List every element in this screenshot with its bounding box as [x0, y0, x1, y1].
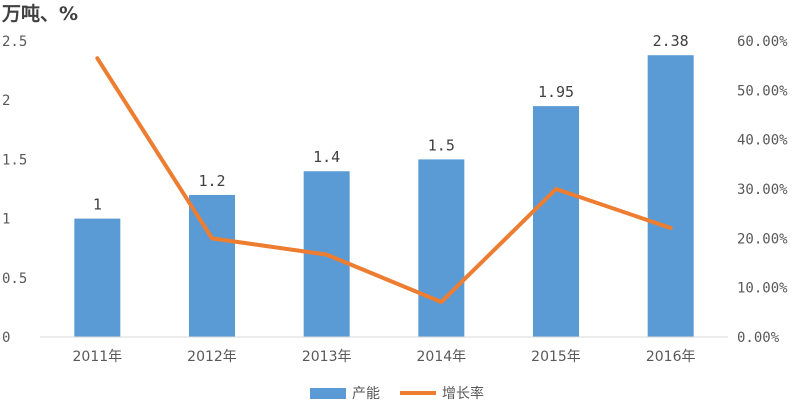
x-tick-label: 2016年 — [646, 349, 696, 365]
unit-title: 万吨、% — [1, 2, 78, 25]
bar-value-label: 1.5 — [428, 136, 455, 154]
x-tick-label: 2013年 — [302, 349, 352, 365]
bar-value-label: 1 — [93, 196, 102, 214]
right-y-tick-label: 60.00% — [737, 34, 788, 50]
capacity-bar — [418, 159, 465, 337]
x-axis: 2011年 2012年 2013年 2014年 2015年 2016年 — [73, 349, 696, 365]
x-tick-label: 2012年 — [187, 349, 237, 365]
right-y-tick-label: 50.00% — [737, 83, 788, 99]
right-y-tick-label: 0.00% — [737, 330, 780, 346]
right-y-tick-label: 30.00% — [737, 182, 788, 198]
left-y-tick-label: 0.5 — [2, 271, 27, 287]
left-y-tick-label: 2 — [2, 93, 10, 109]
line-series — [95, 56, 673, 304]
left-y-tick-label: 0 — [2, 330, 10, 346]
x-tick-label: 2015年 — [531, 349, 581, 365]
left-y-tick-label: 1.5 — [2, 152, 27, 168]
growth-rate-line — [95, 56, 673, 304]
bar-series — [74, 55, 694, 338]
right-y-tick-label: 40.00% — [737, 133, 788, 149]
legend-line-label: 增长率 — [442, 385, 484, 402]
legend: 产能 增长率 — [310, 385, 484, 402]
capacity-bar — [533, 106, 579, 338]
left-y-axis: 0 0.5 1 1.5 2 2.5 — [2, 34, 27, 346]
bar-value-label: 1.95 — [538, 83, 574, 101]
bar-data-labels: 1 1.2 1.4 1.5 1.95 2.38 — [93, 32, 689, 213]
bar-value-label: 1.4 — [313, 148, 340, 166]
right-y-tick-label: 20.00% — [737, 231, 788, 247]
capacity-bar — [74, 218, 121, 337]
bar-value-label: 2.38 — [653, 32, 689, 50]
x-tick-label: 2014年 — [417, 349, 467, 365]
right-y-axis: 0.00% 10.00% 20.00% 30.00% 40.00% 50.00% 60.00… — [737, 34, 788, 346]
capacity-bar — [189, 194, 235, 337]
right-y-tick-label: 10.00% — [737, 281, 788, 297]
x-tick-label: 2011年 — [73, 349, 123, 365]
legend-bar-label: 产能 — [352, 386, 380, 402]
capacity-bar — [647, 55, 694, 337]
left-y-tick-label: 1 — [2, 212, 10, 228]
legend-bar-swatch — [310, 388, 346, 399]
bar-value-label: 1.2 — [198, 172, 225, 190]
left-y-tick-label: 2.5 — [2, 34, 27, 50]
